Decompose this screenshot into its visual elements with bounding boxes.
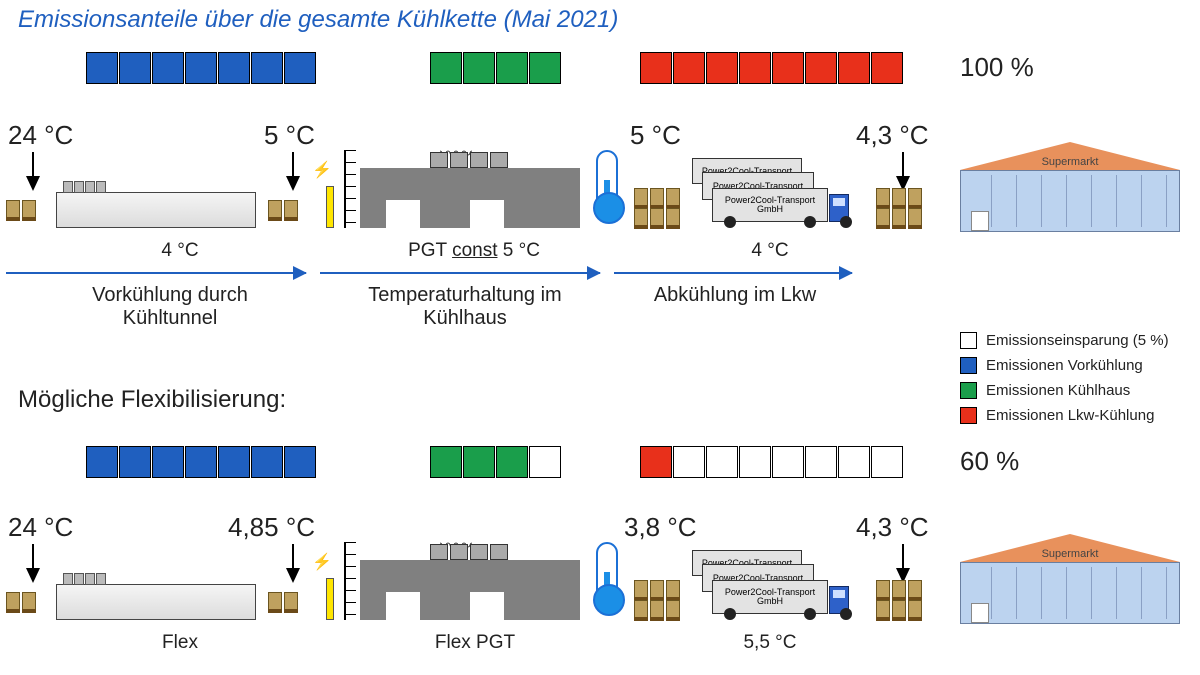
stage-temp-coldhouse-bot: Flex PGT <box>400 632 550 654</box>
legend: Emissionseinsparung (5 %) Emissionen Vor… <box>960 332 1169 432</box>
stage-label-coldhouse: Temperaturhaltung im Kühlhaus <box>350 284 580 330</box>
cooling-tunnel-icon <box>56 192 256 228</box>
pallets-icon <box>268 592 300 612</box>
temp-precool-out-bot: 4,85 °C <box>228 512 315 543</box>
arrow-stem <box>32 544 34 568</box>
emission-blocks-truck <box>640 52 904 84</box>
pallets-icon <box>634 188 682 228</box>
arrow-stem <box>292 152 294 176</box>
arrow-stem <box>902 544 904 568</box>
stage-temp-precool-bot: Flex <box>120 632 240 654</box>
pallets-icon <box>6 200 38 220</box>
arrow-stem <box>32 152 34 176</box>
temp-truck-in-bot: 3,8 °C <box>624 512 697 543</box>
percent-label-top: 100 % <box>960 52 1034 83</box>
power-bar-icon <box>326 578 334 620</box>
process-arrow <box>320 272 600 274</box>
emission-blocks-precool-flex <box>86 446 317 478</box>
arrow-down-icon <box>26 568 40 583</box>
temp-truck-out-top: 4,3 °C <box>856 120 929 151</box>
stage-temp-precool-top: 4 °C <box>120 240 240 262</box>
temp-precool-in-top: 24 °C <box>8 120 73 151</box>
arrow-down-icon <box>286 568 300 583</box>
temp-truck-in-top: 5 °C <box>630 120 681 151</box>
cooling-tunnel-icon <box>56 584 256 620</box>
stage-temp-truck-bot: 5,5 °C <box>710 632 830 654</box>
emission-blocks-coldhouse <box>430 52 562 84</box>
temp-truck-out-bot: 4,3 °C <box>856 512 929 543</box>
coldhouse-icon: 〰〰 <box>360 168 580 228</box>
plug-icon: ⚡ <box>312 552 332 572</box>
pallets-icon <box>6 592 38 612</box>
thermometer-icon <box>596 542 618 608</box>
arrow-down-icon <box>286 176 300 191</box>
emission-blocks-precool <box>86 52 317 84</box>
flex-title: Mögliche Flexibilisierung: <box>18 386 286 414</box>
power-bar-icon <box>326 186 334 228</box>
stage-temp-truck-top: 4 °C <box>710 240 830 262</box>
supermarket-icon: Supermarkt <box>960 142 1180 232</box>
plug-icon: ⚡ <box>312 160 332 180</box>
stage-label-truck: Abkühlung im Lkw <box>630 284 840 307</box>
percent-label-bottom: 60 % <box>960 446 1019 477</box>
arrow-stem <box>292 544 294 568</box>
scale-icon <box>344 542 346 620</box>
emission-blocks-coldhouse-flex <box>430 446 562 478</box>
arrow-down-icon <box>26 176 40 191</box>
thermometer-icon <box>596 150 618 216</box>
supermarket-icon: Supermarkt <box>960 534 1180 624</box>
pallets-icon <box>268 200 300 220</box>
stage-temp-coldhouse-top: PGT const 5 °C <box>384 240 564 262</box>
coldhouse-icon: 〰〰 <box>360 560 580 620</box>
process-arrow <box>614 272 852 274</box>
truck-icon: Power2Cool-TransportGmbH <box>712 188 849 222</box>
temp-precool-out-top: 5 °C <box>264 120 315 151</box>
page-title: Emissionsanteile über die gesamte Kühlke… <box>18 6 618 34</box>
truck-icon: Power2Cool-TransportGmbH <box>712 580 849 614</box>
stage-label-precool: Vorkühlung durch Kühltunnel <box>70 284 270 330</box>
process-arrow <box>6 272 306 274</box>
temp-precool-in-bot: 24 °C <box>8 512 73 543</box>
pallets-icon <box>876 188 924 228</box>
arrow-stem <box>902 152 904 176</box>
scale-icon <box>344 150 346 228</box>
pallets-icon <box>876 580 924 620</box>
pallets-icon <box>634 580 682 620</box>
emission-blocks-truck-flex <box>640 446 904 478</box>
